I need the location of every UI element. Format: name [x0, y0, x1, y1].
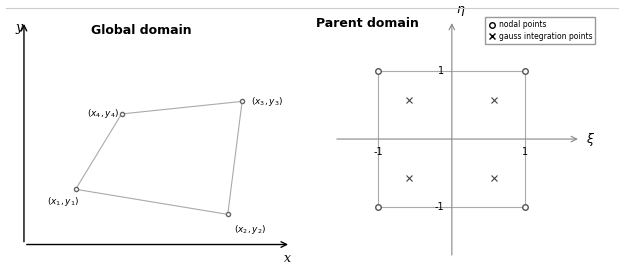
Text: $\xi$: $\xi$	[586, 131, 595, 147]
Text: $(x_1,y_1)$: $(x_1,y_1)$	[47, 195, 79, 208]
Text: Global domain: Global domain	[91, 23, 192, 36]
Text: -1: -1	[373, 147, 383, 157]
Text: $(x_3,y_3)$: $(x_3,y_3)$	[251, 95, 283, 108]
Text: 1: 1	[438, 66, 444, 76]
Text: 1: 1	[522, 147, 529, 157]
Text: $(x_2,y_2)$: $(x_2,y_2)$	[233, 223, 266, 236]
Text: $(x_4,y_4)$: $(x_4,y_4)$	[87, 107, 119, 120]
Text: x: x	[284, 252, 291, 265]
Text: $\eta$: $\eta$	[456, 4, 466, 18]
Legend: nodal points, gauss integration points: nodal points, gauss integration points	[485, 17, 595, 44]
Text: -1: -1	[435, 202, 444, 212]
Text: Parent domain: Parent domain	[316, 17, 419, 30]
Text: y: y	[16, 21, 22, 34]
